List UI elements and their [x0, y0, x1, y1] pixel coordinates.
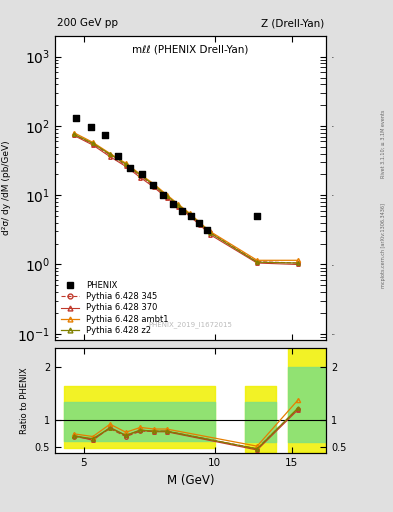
Point — [179, 206, 185, 215]
Text: mℓℓ (PHENIX Drell-Yan): mℓℓ (PHENIX Drell-Yan) — [132, 45, 249, 55]
Point — [160, 191, 166, 199]
X-axis label: M (GeV): M (GeV) — [167, 474, 214, 486]
Point — [115, 152, 121, 160]
Point — [149, 181, 156, 189]
Point — [102, 131, 108, 139]
Point — [73, 114, 79, 122]
Y-axis label: Ratio to PHENIX: Ratio to PHENIX — [20, 367, 29, 434]
Text: Rivet 3.1.10; ≥ 3.1M events: Rivet 3.1.10; ≥ 3.1M events — [381, 109, 386, 178]
Text: mcplots.cern.ch [arXiv:1306.3436]: mcplots.cern.ch [arXiv:1306.3436] — [381, 203, 386, 288]
Point — [254, 212, 260, 220]
Text: 200 GeV pp: 200 GeV pp — [57, 18, 118, 28]
Text: PHENIX_2019_I1672015: PHENIX_2019_I1672015 — [149, 322, 233, 328]
Text: Z (Drell-Yan): Z (Drell-Yan) — [261, 18, 324, 28]
Point — [196, 219, 202, 227]
Point — [88, 123, 94, 131]
Point — [187, 212, 194, 220]
Legend: PHENIX, Pythia 6.428 345, Pythia 6.428 370, Pythia 6.428 ambt1, Pythia 6.428 z2: PHENIX, Pythia 6.428 345, Pythia 6.428 3… — [59, 280, 170, 336]
Point — [169, 200, 176, 208]
Point — [139, 170, 145, 179]
Y-axis label: d²σ/ dy /dM (pb/GeV): d²σ/ dy /dM (pb/GeV) — [2, 141, 11, 236]
Point — [127, 163, 134, 172]
Point — [204, 225, 210, 233]
